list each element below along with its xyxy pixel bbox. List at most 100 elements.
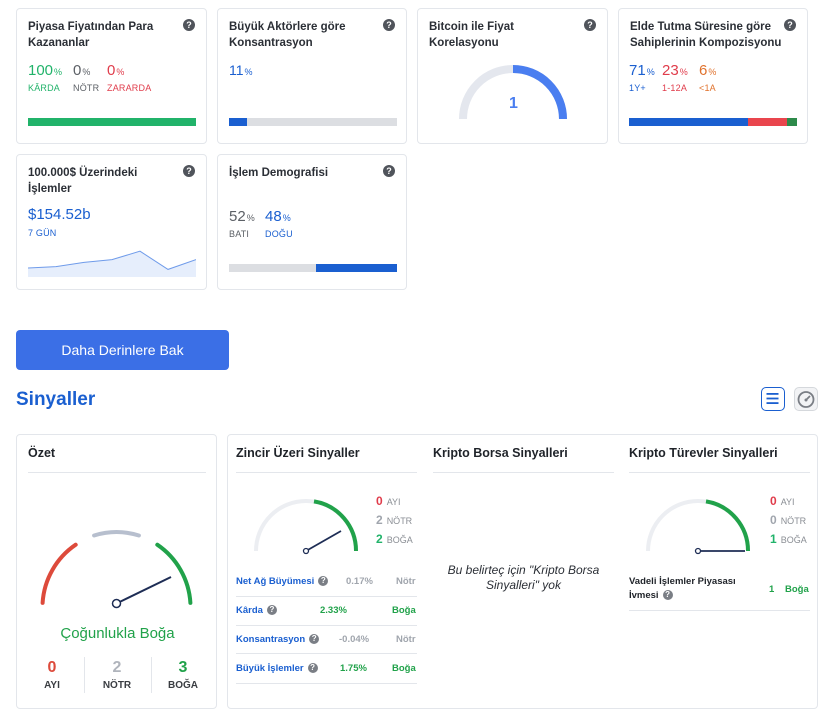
help-icon[interactable]: ?: [309, 634, 320, 645]
onchain-row[interactable]: Konsantrasyon? -0.04% Nötr: [236, 626, 417, 654]
west-value: 52%: [229, 208, 255, 225]
row-value: 0.17%: [346, 576, 373, 587]
divider: [28, 472, 206, 473]
out-money-value: 0%: [107, 62, 125, 79]
help-icon[interactable]: ?: [383, 165, 395, 177]
east-label: DOĞU: [265, 229, 293, 239]
concentration-value: 11%: [229, 62, 253, 78]
in-money-label: KÂRDA: [28, 83, 61, 93]
out-money-label: ZARARDA: [107, 83, 152, 93]
row-label: Büyük İşlemler?: [236, 663, 318, 674]
derivatives-gauge: [646, 499, 751, 555]
help-icon[interactable]: ?: [784, 19, 796, 31]
concentration-bar: [229, 118, 397, 126]
holding-short-label: <1A: [699, 83, 716, 93]
concentration-card: Büyük Aktörlere göre Konsantrasyon ? 11%: [217, 8, 407, 144]
west-label: BATI: [229, 229, 250, 239]
divider: [629, 472, 810, 473]
onchain-row[interactable]: Büyük İşlemler? 1.75% Boğa: [236, 654, 417, 684]
derivatives-row[interactable]: Vadeli İşlemler Piyasası İvmesi? 1 Boğa: [629, 569, 810, 611]
holding-long-label: 1Y+: [629, 83, 646, 93]
summary-neutral-label: NÖTR: [102, 680, 132, 691]
holding-short-value: 6%: [699, 62, 717, 79]
row-label: Konsantrasyon?: [236, 634, 320, 645]
help-icon[interactable]: ?: [307, 663, 318, 674]
onchain-bull: 2 BOĞA: [376, 532, 413, 546]
help-icon[interactable]: ?: [383, 19, 395, 31]
row-label: Kârda?: [236, 605, 277, 616]
help-icon[interactable]: ?: [584, 19, 596, 31]
divider: [236, 472, 417, 473]
derivatives-title: Kripto Türevler Sinyalleri: [629, 446, 778, 460]
list-view-icon[interactable]: [761, 387, 785, 411]
onchain-neutral: 2 NÖTR: [376, 513, 413, 527]
east-value: 48%: [265, 208, 291, 225]
row-signal: Boğa: [392, 663, 416, 674]
large-tx-sparkline: [28, 250, 196, 277]
card-title: Piyasa Fiyatından Para Kazananlar: [28, 21, 154, 49]
divider: [151, 657, 152, 693]
row-signal: Nötr: [396, 576, 416, 587]
onchain-row[interactable]: Kârda? 2.33% Boğa: [236, 597, 417, 626]
card-title: İşlem Demografisi: [229, 167, 329, 179]
in-money-value: 100%: [28, 62, 63, 79]
derivatives-bear: 0 AYI: [770, 494, 795, 508]
help-icon[interactable]: ?: [662, 590, 673, 601]
large-tx-period: 7 GÜN: [28, 228, 57, 238]
summary-bull-label: BOĞA: [168, 680, 198, 691]
large-tx-value: $154.52b: [28, 206, 91, 223]
summary-gauge: [40, 530, 193, 609]
row-value: 1: [769, 584, 775, 595]
summary-bear-value: 0: [47, 659, 57, 676]
row-value: -0.04%: [339, 634, 370, 645]
holding-long-value: 71%: [629, 62, 655, 79]
holding-card: Elde Tutma Süresine göre Sahiplerinin Ko…: [618, 8, 808, 144]
divider: [84, 657, 85, 693]
help-icon[interactable]: ?: [183, 19, 195, 31]
profit-card: Piyasa Fiyatından Para Kazananlar ? 100%…: [16, 8, 207, 144]
holding-bar: [629, 118, 797, 126]
summary-title: Özet: [28, 446, 56, 460]
row-label: Vadeli İşlemler Piyasası İvmesi?: [629, 576, 736, 601]
holding-mid-label: 1-12A: [662, 83, 688, 93]
neutral-label: NÖTR: [73, 83, 100, 93]
onchain-title: Zincir Üzeri Sinyaller: [236, 446, 360, 460]
large-tx-card: 100.000$ Üzerindeki İşlemler ? $154.52b …: [16, 154, 207, 290]
correlation-gauge: [459, 65, 567, 120]
help-icon[interactable]: ?: [183, 165, 195, 177]
row-signal: Boğa: [392, 605, 416, 616]
summary-bull-value: 3: [178, 659, 188, 676]
neutral-value: 0%: [73, 62, 91, 79]
row-signal: Nötr: [396, 634, 416, 645]
gauge-view-icon[interactable]: [794, 387, 818, 411]
onchain-bear: 0 AYI: [376, 494, 401, 508]
summary-neutral-value: 2: [112, 659, 122, 676]
card-title: Büyük Aktörlere göre Konsantrasyon: [229, 21, 346, 49]
card-title: Bitcoin ile Fiyat Korelasyonu: [429, 21, 514, 49]
onchain-gauge: [254, 499, 359, 555]
row-label: Net Ağ Büyümesi?: [236, 576, 329, 587]
signals-panel: Zincir Üzeri Sinyaller 0 AYI 2 NÖTR 2 BOĞA …: [227, 434, 818, 709]
derivatives-neutral: 0 NÖTR: [770, 513, 807, 527]
summary-verdict: Çoğunlukla Boğa: [60, 625, 175, 642]
summary-card: Özet Çoğunlukla Boğa 0 AYI 2 NÖTR 3 BOĞA: [16, 434, 217, 709]
row-signal: Boğa: [785, 584, 809, 595]
card-title: Elde Tutma Süresine göre Sahiplerinin Ko…: [630, 21, 782, 49]
divider: [433, 472, 614, 473]
deeper-button[interactable]: Daha Derinlere Bak: [16, 330, 229, 370]
exchange-empty-message: Bu belirteç için "Kripto Borsa Sinyaller…: [447, 563, 600, 592]
derivatives-bull: 1 BOĞA: [770, 532, 807, 546]
correlation-card: Bitcoin ile Fiyat Korelasyonu ? 1: [417, 8, 608, 144]
help-icon[interactable]: ?: [318, 576, 329, 587]
demography-bar: [229, 264, 397, 272]
onchain-row[interactable]: Net Ağ Büyümesi? 0.17% Nötr: [236, 569, 417, 597]
profit-bar: [28, 118, 196, 126]
row-value: 2.33%: [320, 605, 347, 616]
card-title: 100.000$ Üzerindeki İşlemler: [28, 167, 138, 195]
summary-bear-label: AYI: [44, 680, 60, 691]
correlation-value: 1: [509, 95, 518, 112]
row-value: 1.75%: [340, 663, 367, 674]
signals-title: Sinyaller: [16, 389, 96, 410]
help-icon[interactable]: ?: [266, 605, 277, 616]
demography-card: İşlem Demografisi ? 52% BATI 48% DOĞU: [217, 154, 407, 290]
